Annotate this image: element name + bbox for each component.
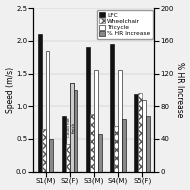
- Bar: [135, 94, 138, 172]
- Text: Could not
finish: Could not finish: [67, 118, 76, 137]
- Bar: [138, 93, 142, 172]
- Bar: [46, 51, 49, 172]
- Bar: [70, 83, 74, 172]
- Bar: [122, 119, 126, 172]
- Bar: [98, 134, 102, 172]
- Bar: [74, 90, 78, 172]
- Bar: [110, 44, 114, 172]
- Bar: [90, 114, 94, 172]
- Y-axis label: % HR Increase: % HR Increase: [175, 62, 184, 118]
- Legend: LFC, Wheelchair, Tricycle, % HR Increase: LFC, Wheelchair, Tricycle, % HR Increase: [97, 10, 153, 39]
- Bar: [70, 83, 74, 172]
- Y-axis label: Speed (m/s): Speed (m/s): [6, 67, 15, 113]
- Bar: [94, 70, 98, 172]
- Bar: [146, 116, 150, 172]
- Bar: [42, 129, 46, 172]
- Bar: [114, 126, 118, 172]
- Bar: [38, 34, 42, 172]
- Bar: [118, 70, 122, 172]
- Bar: [66, 144, 70, 172]
- Bar: [86, 47, 90, 172]
- Bar: [49, 139, 53, 172]
- Bar: [142, 100, 146, 172]
- Bar: [62, 116, 66, 172]
